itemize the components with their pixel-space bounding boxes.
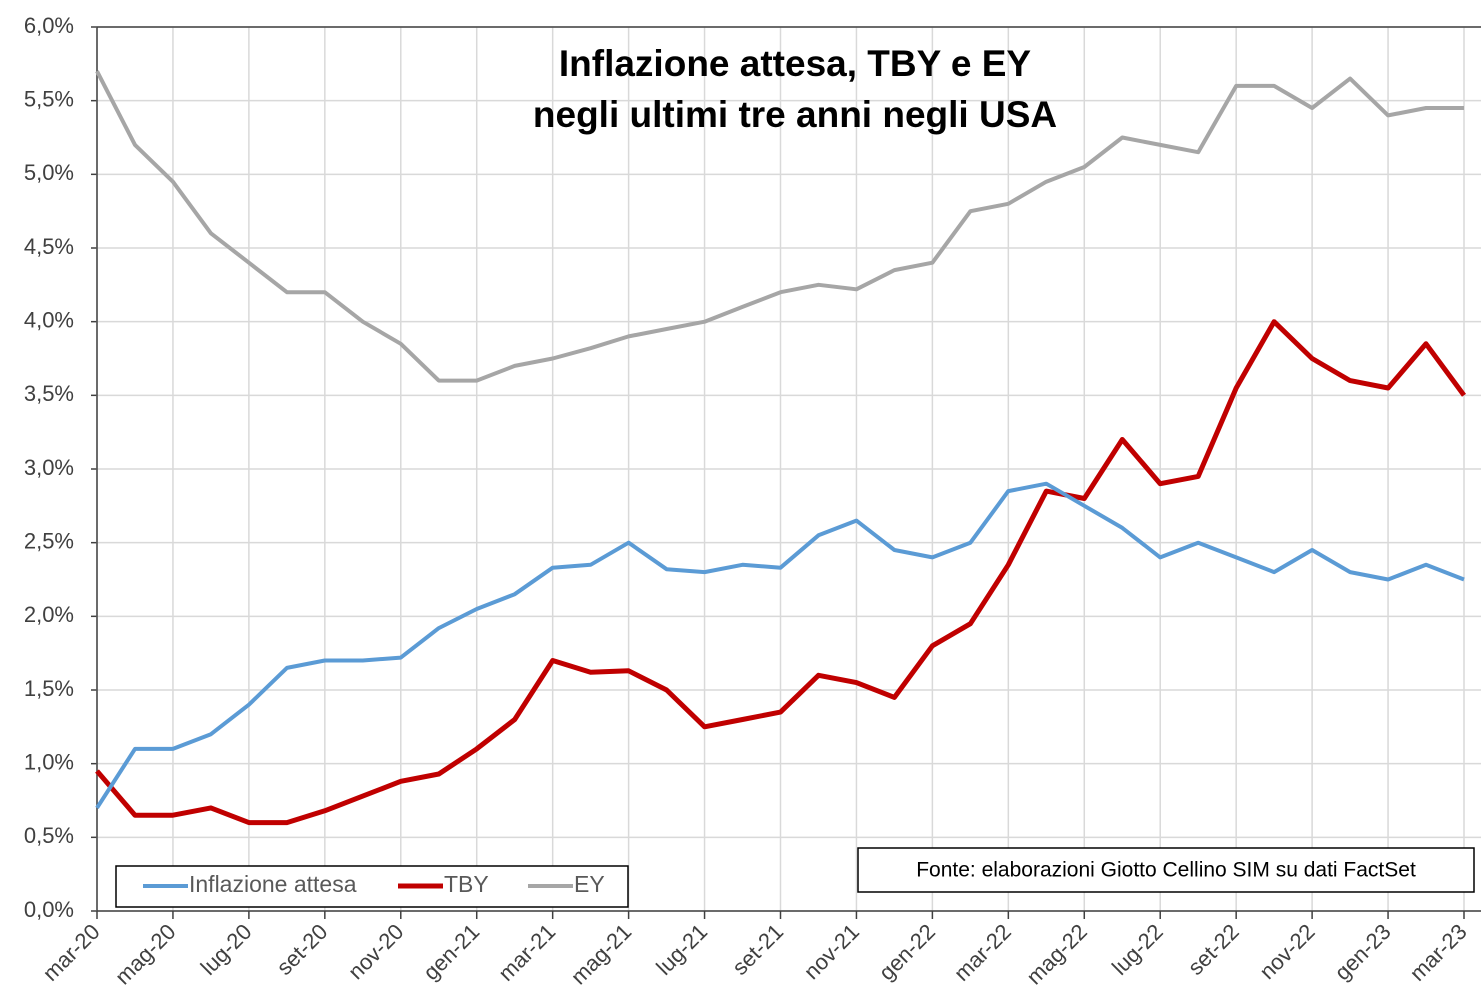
x-tick-label: gen-22	[874, 919, 940, 985]
x-tick-label: mar-21	[493, 919, 560, 986]
x-tick-label: mag-20	[110, 919, 180, 989]
x-tick-label: mag-21	[566, 919, 636, 989]
x-tick-label: mar-20	[38, 919, 105, 986]
y-tick-label: 4,0%	[24, 307, 74, 332]
y-tick-label: 3,5%	[24, 381, 74, 406]
chart-title: negli ultimi tre anni negli USA	[533, 94, 1057, 135]
x-tick-label: lug-20	[196, 919, 257, 980]
y-tick-label: 1,5%	[24, 676, 74, 701]
chart-title: Inflazione attesa, TBY e EY	[559, 43, 1032, 84]
y-tick-label: 0,5%	[24, 823, 74, 848]
series-line	[95, 70, 1464, 383]
x-tick-label: set-22	[1183, 919, 1244, 980]
y-tick-label: 3,0%	[24, 455, 74, 480]
note-box	[857, 847, 1475, 893]
y-tick-label: 4,5%	[24, 234, 74, 259]
x-tick-label: nov-21	[799, 919, 864, 984]
x-tick-label: nov-20	[343, 919, 408, 984]
legend-text: TBY	[444, 871, 489, 897]
y-tick-label: 2,0%	[24, 602, 74, 627]
y-tick-label: 5,5%	[24, 86, 74, 111]
series-line	[95, 481, 1465, 809]
x-tick-label: mag-22	[1022, 919, 1092, 989]
source-note: Fonte: elaborazioni Giotto Cellino SIM s…	[916, 859, 1416, 882]
x-tick-label: set-20	[272, 919, 333, 980]
y-tick-label: 0,0%	[24, 897, 74, 922]
y-tick-label: 1,0%	[24, 749, 74, 774]
y-tick-label: 6,0%	[24, 13, 74, 38]
plot: 0,0% 0,5% 1,0% 1,5% 2,0% 2,5% 3,0% 3,5% 4,0% 4,5%…	[24, 13, 1481, 989]
y-tick-label: 5,0%	[24, 160, 74, 185]
legend-text: Inflazione attesa	[189, 871, 357, 897]
legend-text: EY	[574, 871, 605, 897]
x-tick-label: mar-22	[949, 919, 1016, 986]
x-tick-label: lug-21	[651, 919, 712, 980]
x-tick-label: mar-23	[1405, 919, 1472, 986]
x-tick-label: gen-23	[1330, 919, 1396, 985]
x-tick-label: lug-22	[1107, 919, 1168, 980]
series-line	[95, 319, 1467, 826]
y-tick-label: 2,5%	[24, 528, 74, 553]
x-tick-label: gen-21	[418, 919, 484, 985]
x-tick-label: set-21	[727, 919, 788, 980]
x-tick-label: nov-22	[1255, 919, 1320, 984]
